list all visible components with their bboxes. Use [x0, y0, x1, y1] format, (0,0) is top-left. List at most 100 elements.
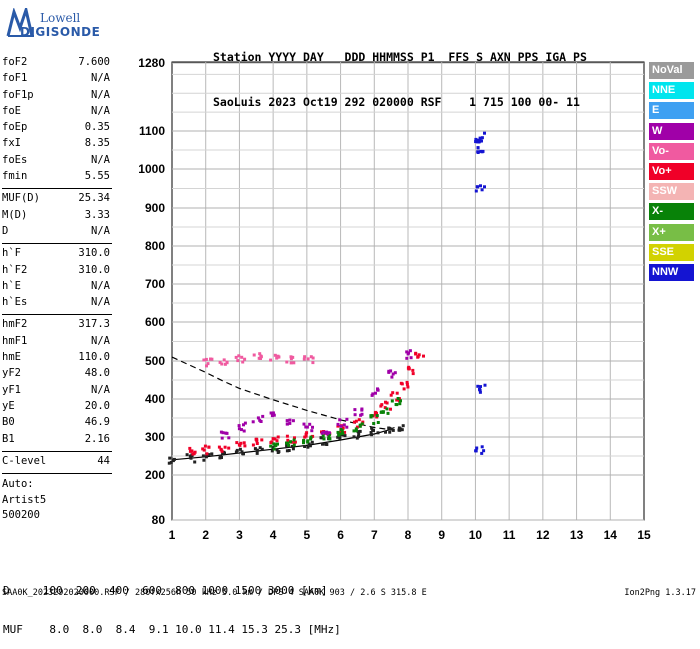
- echo-point: [290, 444, 294, 448]
- echo-point: [259, 357, 262, 360]
- echo-point: [354, 419, 358, 423]
- echo-point: [204, 357, 208, 361]
- echo-point: [218, 456, 222, 460]
- echo-point: [288, 421, 292, 425]
- echo-point: [272, 442, 276, 446]
- param-row: h`E N/A: [2, 280, 112, 296]
- param-row: B0 46.9: [2, 416, 112, 432]
- echo-point: [345, 425, 349, 429]
- echo-point: [270, 440, 274, 444]
- echo-point: [207, 453, 211, 457]
- echo-point: [258, 418, 262, 422]
- echo-point: [237, 427, 241, 431]
- echo-point: [189, 456, 193, 460]
- echo-point: [269, 358, 273, 362]
- echo-point: [376, 431, 380, 435]
- header-labels: Station YYYY DAY DDD HHMMSS P1 FFS S AXN…: [213, 50, 587, 64]
- echo-point: [259, 354, 263, 358]
- param-name: yF2: [2, 367, 21, 380]
- echo-point: [337, 433, 341, 437]
- param-row: yF2 48.0: [2, 367, 112, 383]
- footer-file-info: SAA0K_2023292020000.RSF / 280fx256h 50 k…: [2, 588, 427, 598]
- echo-point: [188, 446, 192, 450]
- echo-point: [381, 410, 385, 414]
- echo-point: [277, 450, 281, 454]
- param-value: 310.0: [78, 247, 110, 260]
- echo-point: [388, 430, 392, 434]
- echo-point: [391, 372, 395, 376]
- digisonde-logo: Lowell DIGISONDE: [6, 8, 116, 40]
- echo-point: [384, 430, 387, 434]
- echo-point: [275, 439, 279, 443]
- param-name: fxI: [2, 137, 21, 150]
- echo-point: [303, 445, 307, 448]
- echo-point: [223, 445, 227, 449]
- echo-point: [411, 368, 415, 372]
- echo-point: [379, 410, 383, 414]
- echo-point: [236, 359, 240, 363]
- echo-point: [172, 457, 176, 461]
- param-name: hmF2: [2, 318, 28, 331]
- auto-line3: 500200: [2, 509, 40, 522]
- echo-point: [475, 446, 479, 450]
- autoscaling-info: Auto: Artist5 500200: [2, 477, 112, 524]
- echo-point: [395, 391, 399, 395]
- param-value: 46.9: [84, 416, 110, 429]
- echo-point: [307, 442, 311, 446]
- echo-point: [202, 358, 206, 362]
- auto-line1: Auto:: [2, 478, 34, 491]
- echo-point: [255, 451, 259, 455]
- echo-point: [396, 397, 400, 400]
- param-value: 25.34: [78, 192, 110, 205]
- echo-point: [235, 441, 239, 445]
- echo-point: [402, 387, 406, 391]
- echo-point: [336, 430, 340, 434]
- param-value: N/A: [91, 88, 110, 101]
- echo-point: [285, 434, 289, 438]
- param-row: foE N/A: [2, 105, 112, 121]
- echo-point: [343, 430, 347, 434]
- echo-point: [270, 449, 274, 453]
- param-name: hmE: [2, 351, 21, 364]
- param-name: foEs: [2, 153, 28, 166]
- echo-point: [360, 407, 364, 411]
- echo-point: [376, 387, 379, 391]
- profile-dashed-curve: [171, 356, 395, 431]
- echo-point: [220, 436, 224, 440]
- logo-line2: DIGISONDE: [20, 25, 101, 39]
- legend-item: NNE: [649, 82, 694, 100]
- y-tick-label: 600: [145, 315, 165, 329]
- echo-point: [227, 436, 231, 440]
- echo-point: [385, 407, 389, 411]
- echo-point: [285, 444, 289, 448]
- echo-point: [399, 399, 402, 403]
- echo-point: [358, 424, 362, 428]
- echo-point: [327, 431, 331, 435]
- param-value: 5.55: [84, 170, 110, 183]
- echo-point: [480, 188, 484, 192]
- param-separator: [2, 450, 112, 452]
- echo-point: [385, 401, 389, 405]
- param-value: 3.33: [84, 208, 110, 221]
- echo-point: [276, 355, 280, 359]
- echo-point: [256, 416, 260, 420]
- param-value: N/A: [91, 72, 110, 85]
- param-row: h`Es N/A: [2, 296, 112, 312]
- echo-point: [258, 352, 262, 356]
- echo-point: [389, 407, 392, 411]
- echo-point: [405, 350, 409, 354]
- param-value: N/A: [91, 279, 110, 292]
- echo-point: [202, 458, 206, 462]
- echo-point: [478, 136, 482, 140]
- echo-point: [243, 421, 247, 425]
- echo-point: [353, 413, 357, 417]
- echo-point: [218, 360, 222, 364]
- x-tick-label: 14: [604, 528, 618, 542]
- echo-point: [204, 455, 208, 459]
- param-row: hmF1 N/A: [2, 335, 112, 351]
- logo-icon: [6, 8, 34, 37]
- echo-point: [357, 432, 361, 436]
- param-name: B0: [2, 416, 15, 429]
- y-tick-label: 700: [145, 277, 165, 291]
- echo-point: [220, 449, 224, 453]
